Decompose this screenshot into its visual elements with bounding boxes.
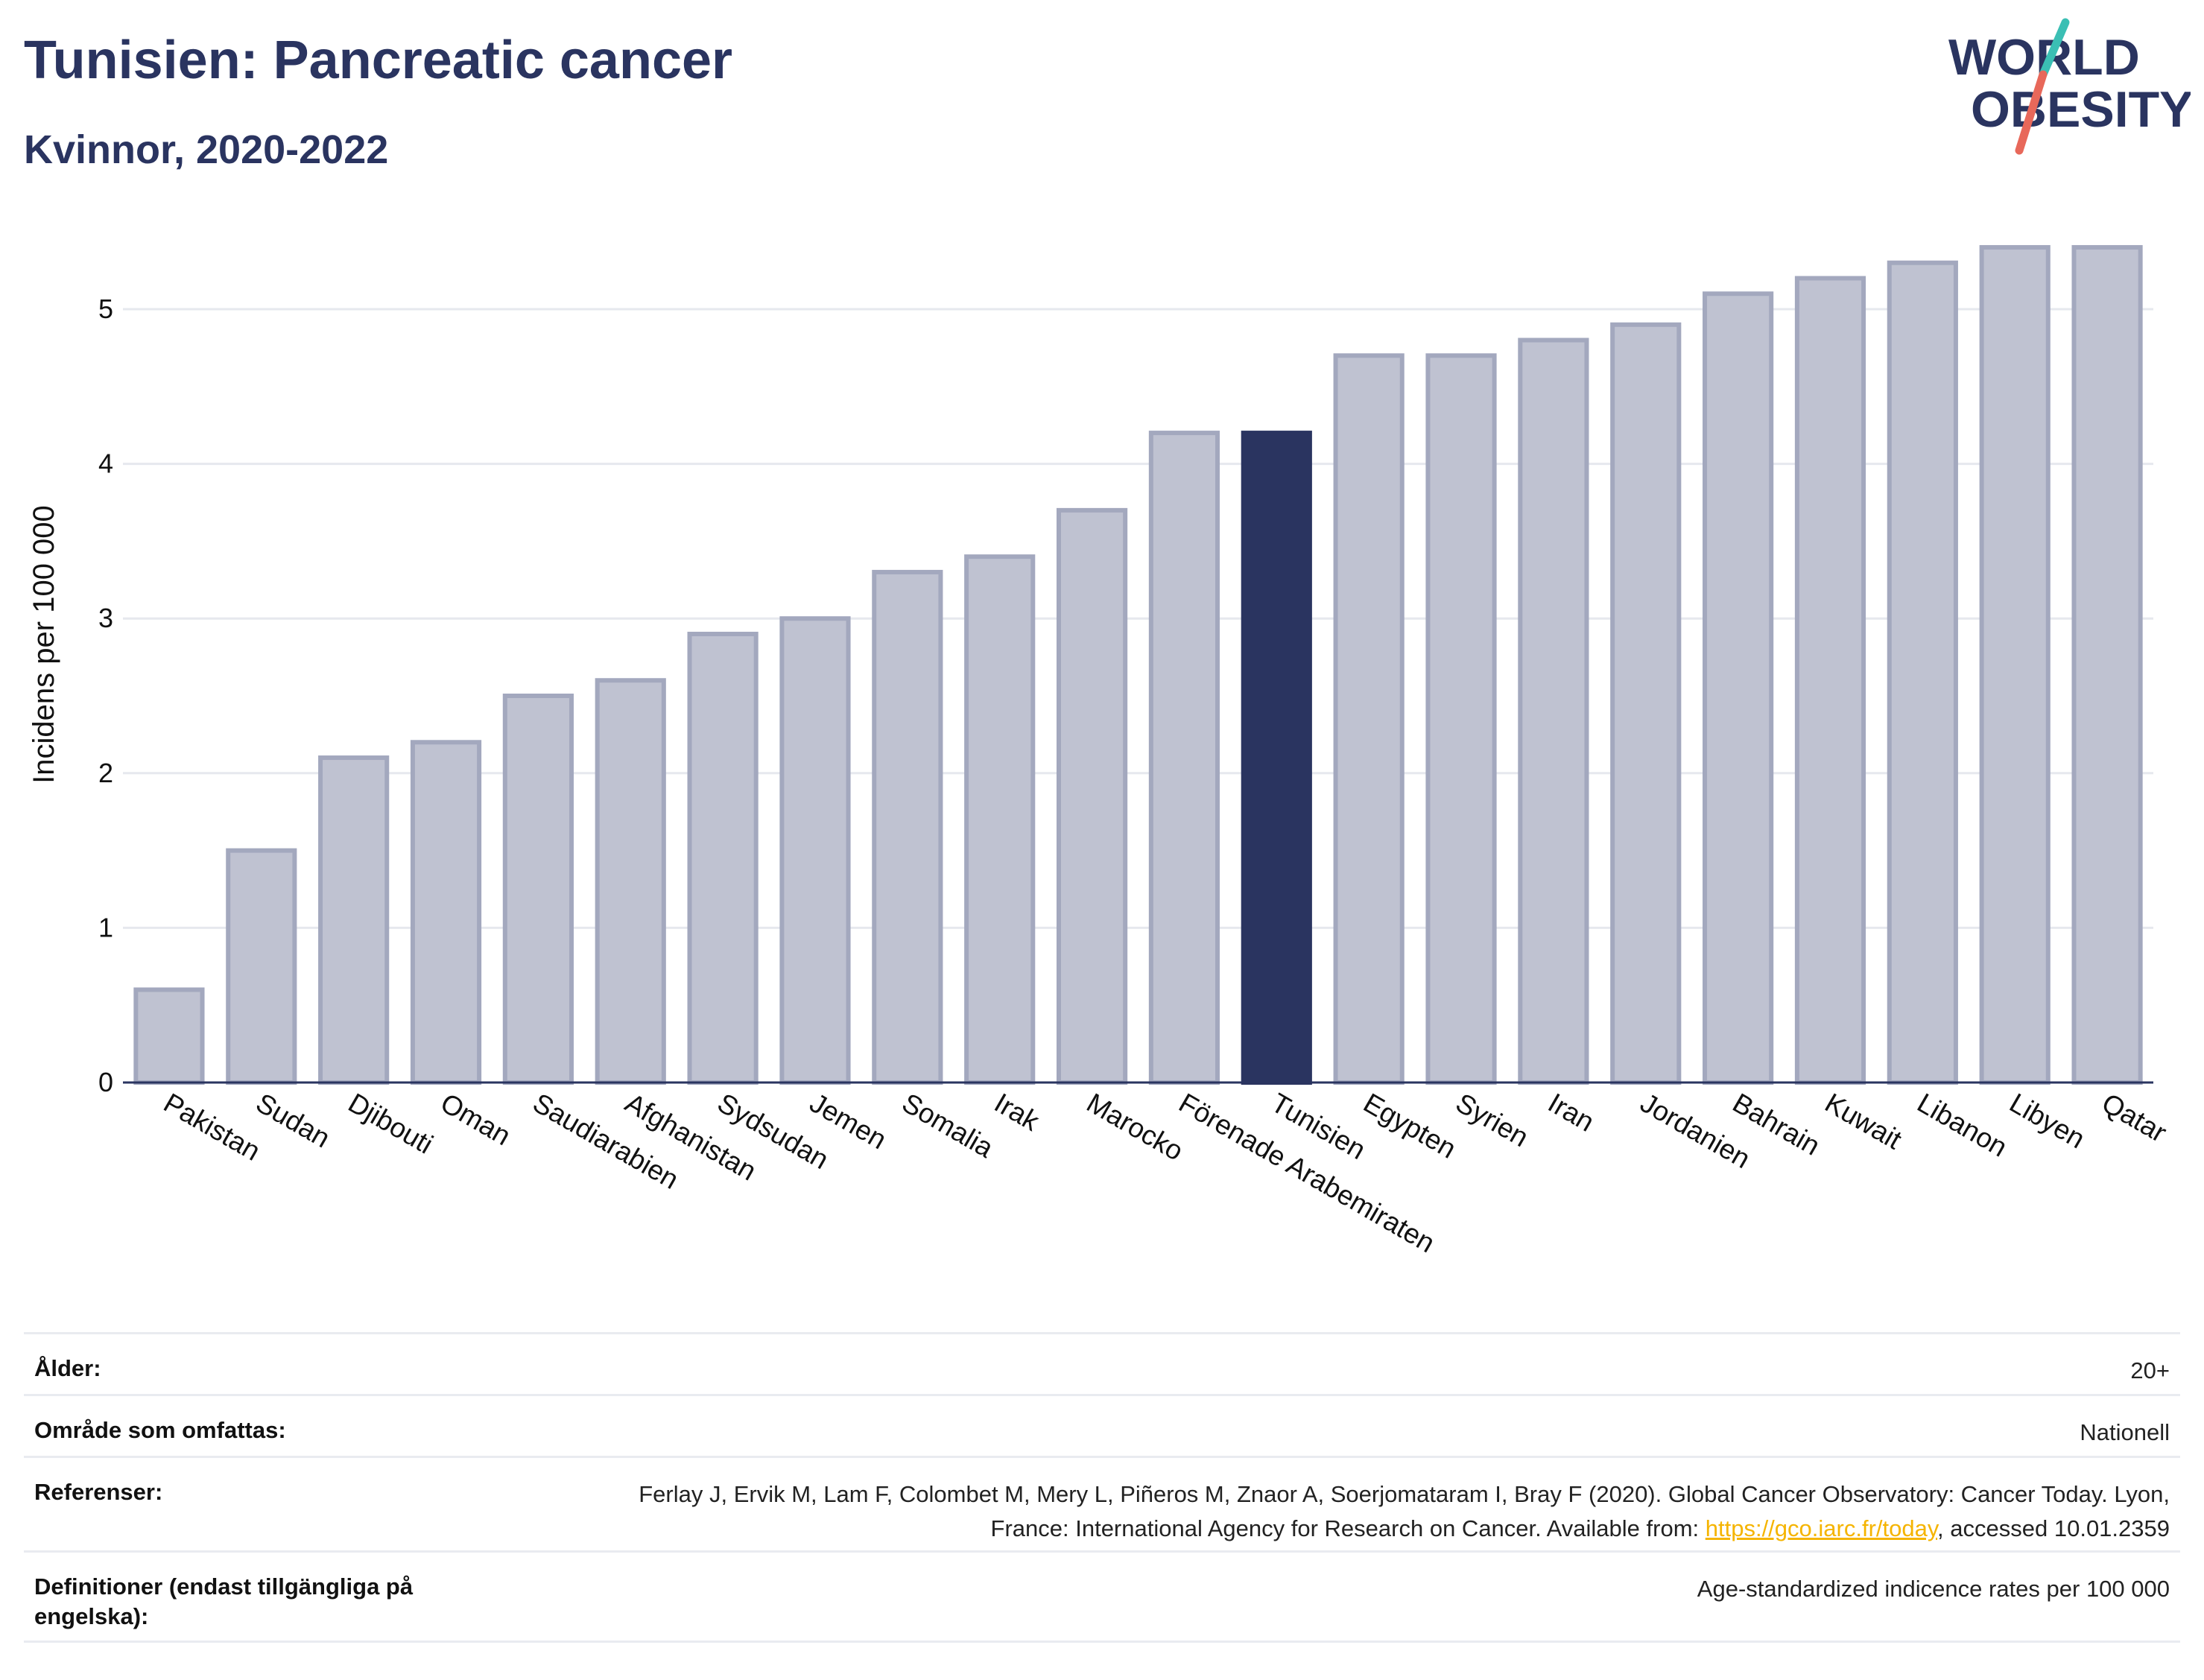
meta-row-references: Referenser: Ferlay J, Ervik M, Lam F, Co… xyxy=(24,1456,2180,1550)
x-tick-label: Marocko xyxy=(1082,1087,1188,1166)
x-tick-label: Qatar xyxy=(2097,1087,2172,1148)
x-tick-label: Irak xyxy=(989,1087,1045,1137)
x-tick-label: Libanon xyxy=(1912,1087,2013,1162)
bars xyxy=(133,244,2143,1085)
x-tick-label: Kuwait xyxy=(1820,1087,1907,1155)
meta-def-value: Age-standardized indicence rates per 100… xyxy=(1697,1576,2170,1602)
x-tick-label: Oman xyxy=(436,1087,516,1151)
x-tick-label: Libyen xyxy=(2004,1087,2090,1154)
metadata-table: Ålder: 20+ Område som omfattas: Nationel… xyxy=(24,1332,2180,1643)
y-tick-label: 4 xyxy=(98,448,113,479)
y-axis-label: Incidens per 100 000 xyxy=(28,505,60,784)
logo-line2: OBESITY xyxy=(1971,81,2191,138)
x-tick-label: Pakistan xyxy=(159,1087,265,1166)
meta-area-value: Nationell xyxy=(2080,1419,2170,1445)
bar-qatar xyxy=(2071,244,2143,1085)
bar-libyen xyxy=(1979,244,2051,1085)
y-tick-label: 2 xyxy=(98,758,113,788)
bar-somalia xyxy=(872,569,943,1085)
bar-djibouti xyxy=(318,755,390,1085)
meta-area-label: Område som omfattas: xyxy=(34,1417,286,1443)
bar-irak xyxy=(964,554,1036,1085)
meta-ref-text-1: Ferlay J, Ervik M, Lam F, Colombet M, Me… xyxy=(639,1481,2170,1541)
bar-jordanien xyxy=(1610,322,1682,1085)
world-obesity-logo: WORLD OBESITY xyxy=(1948,18,2191,155)
logo-slash-coral xyxy=(2015,70,2048,155)
bar-tunisien xyxy=(1241,431,1312,1085)
meta-ref-label: Referenser: xyxy=(34,1479,163,1505)
x-tick-label: Somalia xyxy=(897,1087,999,1164)
meta-def-label: Definitioner (endast tillgängliga på eng… xyxy=(34,1573,414,1629)
bar-förenade-arabemiraten xyxy=(1148,431,1220,1085)
bar-libanon xyxy=(1887,260,1958,1085)
x-tick-label: Iran xyxy=(1543,1087,1600,1137)
bar-marocko xyxy=(1056,507,1128,1085)
bar-sudan xyxy=(226,848,297,1085)
bar-sydsudan xyxy=(687,631,759,1085)
bar-kuwait xyxy=(1794,276,1866,1085)
y-tick-labels: 0 1 2 3 4 5 xyxy=(98,294,113,1097)
y-tick-label: 5 xyxy=(98,294,113,324)
bar-iran xyxy=(1518,337,1589,1085)
y-tick-label: 3 xyxy=(98,603,113,633)
meta-row-age: Ålder: 20+ xyxy=(24,1332,2180,1394)
x-tick-label: Sudan xyxy=(251,1087,335,1153)
meta-age-value: 20+ xyxy=(2130,1357,2170,1383)
bar-jemen xyxy=(779,616,851,1085)
bar-afghanistan xyxy=(595,678,666,1085)
y-tick-label: 0 xyxy=(98,1067,113,1097)
bar-pakistan xyxy=(133,987,205,1085)
chart-subtitle: Kvinnor, 2020-2022 xyxy=(24,127,389,172)
meta-ref-text-2: , accessed 10.01.2359 xyxy=(1937,1515,2170,1541)
y-tick-label: 1 xyxy=(98,912,113,942)
meta-age-label: Ålder: xyxy=(34,1355,101,1381)
bar-bahrain xyxy=(1703,291,1774,1085)
bar-oman xyxy=(410,740,482,1085)
x-tick-label: Djibouti xyxy=(343,1087,438,1159)
x-tick-label: Egypten xyxy=(1358,1087,1461,1164)
bar-saudiarabien xyxy=(502,694,574,1085)
x-tick-label: Syrien xyxy=(1451,1087,1533,1153)
logo-slash-teal xyxy=(2039,18,2070,79)
meta-ref-value: Ferlay J, Ervik M, Lam F, Colombet M, Me… xyxy=(560,1477,2170,1546)
bar-syrien xyxy=(1425,353,1497,1085)
meta-row-definitions: Definitioner (endast tillgängliga på eng… xyxy=(24,1550,2180,1643)
reference-link[interactable]: https://gco.iarc.fr/today xyxy=(1705,1515,1938,1541)
bar-egypten xyxy=(1333,353,1405,1085)
chart-title: Tunisien: Pancreatic cancer xyxy=(24,31,733,90)
meta-row-area: Område som omfattas: Nationell xyxy=(24,1394,2180,1456)
